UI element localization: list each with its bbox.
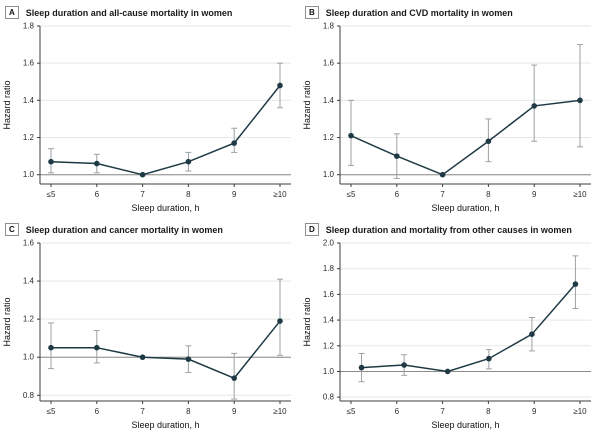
panel-c-title: Sleep duration and cancer mortality in w… [25,224,223,235]
svg-text:Hazard ratio: Hazard ratio [302,80,312,129]
svg-text:≤5: ≤5 [47,190,56,199]
panel-d-header: D Sleep duration and mortality from othe… [300,217,600,237]
svg-text:6: 6 [95,407,100,416]
panel-a-title: Sleep duration and all-cause mortality i… [25,7,233,18]
svg-text:1.6: 1.6 [23,59,35,68]
svg-text:6: 6 [395,407,400,416]
panel-c-chart: 0.8 1.0 1.2 1.4 1.6 ≤5 6 7 8 9 ≥10 Hazard ratio Slee… [2,239,291,430]
panel-d: D Sleep duration and mortality from othe… [300,217,600,435]
svg-text:1.2: 1.2 [23,315,35,324]
svg-text:9: 9 [532,407,537,416]
svg-text:1.0: 1.0 [23,353,35,362]
svg-text:1.4: 1.4 [323,96,335,105]
svg-text:≥10: ≥10 [573,407,587,416]
svg-text:1.0: 1.0 [323,367,335,376]
svg-text:1.0: 1.0 [23,170,35,179]
svg-text:1.6: 1.6 [323,290,335,299]
svg-text:Hazard ratio: Hazard ratio [2,80,12,129]
svg-text:Sleep duration, h: Sleep duration, h [131,203,199,213]
svg-text:9: 9 [232,190,237,199]
svg-text:≤5: ≤5 [347,190,356,199]
panel-d-chart: 0.8 1.0 1.2 1.4 1.6 1.8 2.0 ≤5 6 7 8 9 ≥10 Hazard rat… [302,239,591,430]
svg-text:1.2: 1.2 [323,133,335,142]
svg-text:Sleep duration, h: Sleep duration, h [431,420,499,430]
panel-c: C Sleep duration and cancer mortality in… [0,217,300,435]
panel-b: B Sleep duration and CVD mortality in wo… [300,0,600,217]
panel-b-label: B [305,6,319,19]
svg-text:1.2: 1.2 [323,341,335,350]
svg-text:≥10: ≥10 [273,407,287,416]
svg-text:1.8: 1.8 [323,264,335,273]
panel-a-chart: 1.0 1.2 1.4 1.6 1.8 ≤5 6 7 8 9 ≥10 Hazard ratio Slee… [2,22,291,213]
svg-text:Sleep duration, h: Sleep duration, h [131,420,199,430]
svg-text:Sleep duration, h: Sleep duration, h [431,203,499,213]
svg-text:≤5: ≤5 [347,407,356,416]
svg-text:9: 9 [532,190,537,199]
svg-text:6: 6 [95,190,100,199]
svg-text:1.6: 1.6 [323,59,335,68]
svg-text:8: 8 [186,407,191,416]
svg-text:≥10: ≥10 [273,190,287,199]
svg-text:9: 9 [232,407,237,416]
panel-c-header: C Sleep duration and cancer mortality in… [0,217,300,237]
svg-text:2.0: 2.0 [323,239,335,248]
panel-c-label: C [5,223,19,236]
svg-text:1.0: 1.0 [323,170,335,179]
svg-text:1.4: 1.4 [323,316,335,325]
svg-text:≤5: ≤5 [47,407,56,416]
svg-text:7: 7 [140,190,145,199]
svg-text:0.8: 0.8 [323,393,335,402]
panel-a: A Sleep duration and all-cause mortality… [0,0,300,217]
panel-b-header: B Sleep duration and CVD mortality in wo… [300,0,600,20]
svg-text:7: 7 [440,407,445,416]
panel-d-label: D [305,223,319,236]
svg-text:1.4: 1.4 [23,96,35,105]
panel-a-label: A [5,6,19,19]
svg-text:Hazard ratio: Hazard ratio [2,297,12,346]
svg-text:1.2: 1.2 [23,133,35,142]
panel-d-title: Sleep duration and mortality from other … [325,224,572,235]
svg-text:6: 6 [395,190,400,199]
svg-text:8: 8 [486,190,491,199]
svg-text:1.4: 1.4 [23,277,35,286]
svg-text:7: 7 [140,407,145,416]
svg-text:8: 8 [186,190,191,199]
panel-b-title: Sleep duration and CVD mortality in wome… [325,7,513,18]
svg-text:7: 7 [440,190,445,199]
svg-text:Hazard ratio: Hazard ratio [302,297,312,346]
svg-text:8: 8 [486,407,491,416]
panel-b-chart: 1.0 1.2 1.4 1.6 1.8 ≤5 6 7 8 9 ≥10 Hazard ratio Slee… [302,22,591,213]
svg-text:≥10: ≥10 [573,190,587,199]
svg-text:1.8: 1.8 [23,22,35,31]
svg-text:1.8: 1.8 [323,22,335,31]
svg-text:1.6: 1.6 [23,239,35,248]
svg-text:0.8: 0.8 [23,391,35,400]
panel-a-header: A Sleep duration and all-cause mortality… [0,0,300,20]
